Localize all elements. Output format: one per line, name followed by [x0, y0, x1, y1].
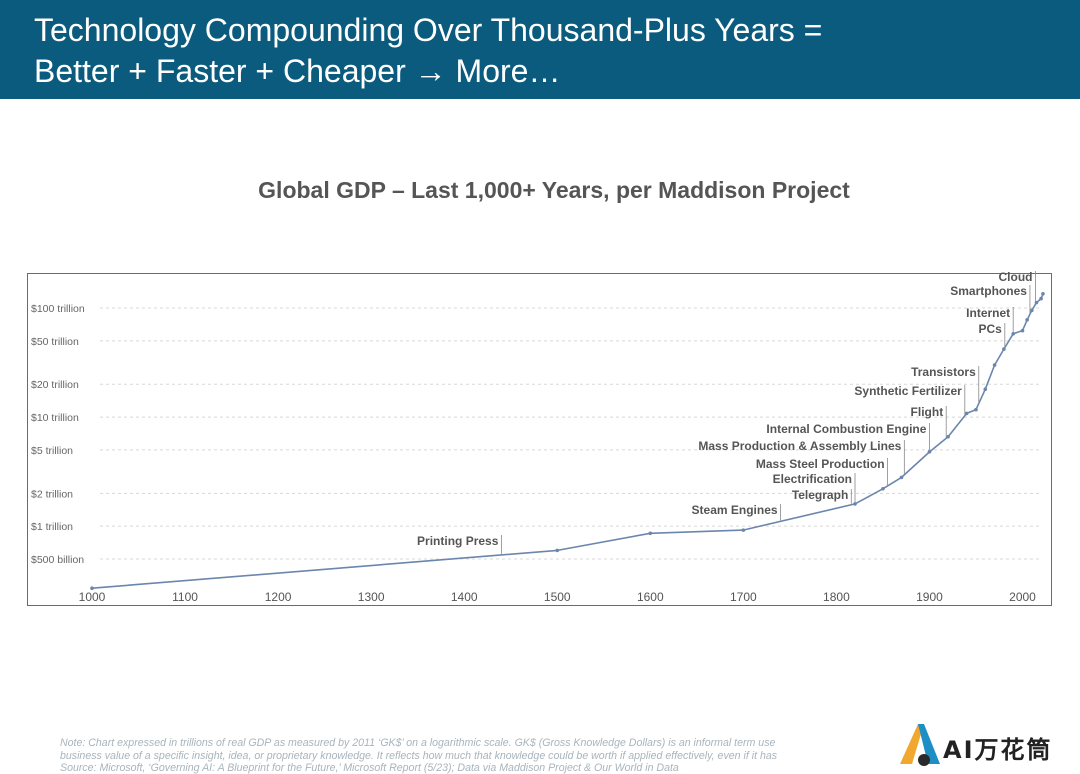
y-tick-label: $50 trillion: [31, 336, 79, 348]
gdp-point: [1020, 328, 1025, 333]
chart-frame: [27, 273, 1052, 606]
annotation-label: Internal Combustion Engine: [766, 422, 926, 436]
annotation-label: Cloud: [999, 270, 1033, 284]
y-axis-ticks: $500 billion $1 trillion $2 trillion $5 tri…: [31, 303, 85, 566]
annotation-label: Steam Engines: [692, 503, 778, 517]
gdp-point: [927, 450, 932, 454]
footnote-line-1: Note: Chart expressed in trillions of re…: [60, 737, 776, 749]
gdp-point: [648, 531, 653, 536]
gdp-point: [90, 586, 94, 590]
annotation-label: Electrification: [773, 472, 852, 486]
gdp-point: [964, 411, 969, 416]
gdp-series: [90, 291, 1045, 590]
y-tick-label: $2 trillion: [31, 488, 73, 500]
gdp-point: [1002, 347, 1006, 351]
slide-title-line-2: Better + Faster + Cheaper → More…: [34, 53, 561, 89]
logo-mark-dot: [918, 754, 930, 766]
annotation-label: Transistors: [911, 365, 976, 379]
slide-title-line-1: Technology Compounding Over Thousand-Plu…: [34, 12, 823, 48]
gdp-point: [992, 363, 997, 367]
gdp-point: [555, 548, 560, 553]
x-tick-label: 1900: [916, 590, 943, 604]
logo-text: AI万花筒: [943, 736, 1053, 764]
logo-mark-icon: [900, 724, 940, 766]
footnote: Note: Chart expressed in trillions of re…: [60, 737, 880, 774]
gdp-point: [1041, 291, 1045, 296]
gdp-point: [853, 502, 857, 506]
gdp-point: [1039, 296, 1043, 301]
x-tick-label: 1800: [823, 590, 850, 604]
footnote-line-2: business value of a specific insight, id…: [60, 749, 778, 762]
x-tick-label: 1600: [637, 590, 664, 604]
gdp-point: [741, 528, 746, 532]
gdp-point: [974, 407, 978, 412]
gdp-point: [946, 434, 950, 439]
gdp-point: [1030, 308, 1034, 313]
slide-title: Technology Compounding Over Thousand-Plu…: [34, 10, 1034, 92]
annotation-label: PCs: [978, 322, 1002, 336]
y-tick-label: $10 trillion: [31, 412, 79, 424]
x-tick-label: 1200: [265, 590, 292, 604]
x-tick-label: 2000: [1009, 590, 1036, 604]
technology-annotations: Printing Press Steam Engines Telegraph Elec…: [417, 270, 1036, 554]
x-tick-label: 1100: [172, 590, 198, 604]
y-tick-label: $1 trillion: [31, 521, 73, 533]
annotation-label: Synthetic Fertilizer: [854, 384, 962, 398]
gdp-point: [881, 487, 885, 491]
footnote-line-3: Source: Microsoft, ‘Governing AI: A Blue…: [60, 762, 679, 774]
y-tick-label: $20 trillion: [31, 379, 79, 391]
logo-mark-left: [900, 724, 924, 764]
chart-title: Global GDP – Last 1,000+ Years, per Madd…: [258, 177, 850, 203]
x-tick-label: 1300: [358, 590, 385, 604]
x-tick-label: 1000: [79, 590, 106, 604]
x-tick-label: 1400: [451, 590, 478, 604]
gridlines: [100, 307, 1042, 560]
y-tick-label: $5 trillion: [31, 445, 73, 457]
title-banner: Technology Compounding Over Thousand-Plu…: [0, 0, 1080, 99]
annotation-label: Smartphones: [950, 284, 1027, 298]
annotation-label: Internet: [966, 306, 1010, 320]
annotation-label: Mass Steel Production: [756, 457, 885, 471]
gdp-point: [1025, 317, 1029, 322]
gdp-point: [1011, 332, 1015, 336]
y-tick-label: $500 billion: [31, 554, 84, 566]
gdp-point: [899, 475, 904, 480]
x-tick-label: 1500: [544, 590, 571, 604]
x-tick-label: 1700: [730, 590, 757, 604]
brand-logo: AI万花筒: [898, 720, 1073, 770]
annotation-label: Telegraph: [792, 488, 848, 502]
logo-mark-right: [918, 724, 940, 764]
y-tick-label: $100 trillion: [31, 303, 85, 315]
annotation-label: Mass Production & Assembly Lines: [698, 439, 901, 453]
x-axis-ticks: 1000 1100 1200 1300 1400 1500 1600 1700 1800 1900…: [79, 590, 1037, 604]
annotation-label: Printing Press: [417, 534, 499, 548]
annotation-label: Flight: [911, 405, 944, 419]
gdp-point: [983, 387, 988, 392]
